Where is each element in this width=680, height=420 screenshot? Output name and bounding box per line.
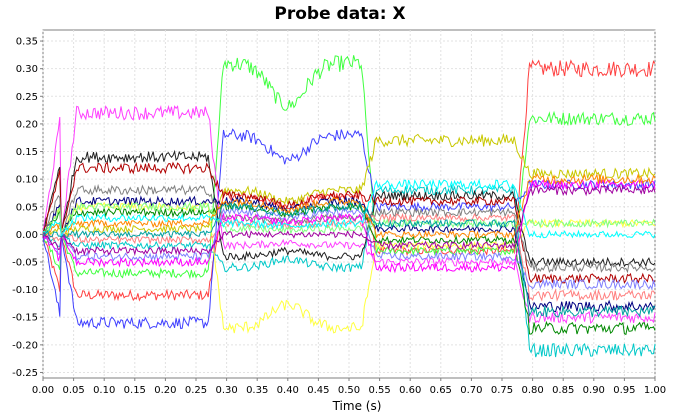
chart-title: Probe data: X: [274, 4, 405, 24]
y-tick-label: 0.35: [16, 37, 38, 48]
series-line-18: [42, 183, 656, 257]
series-line-5: [42, 183, 656, 358]
series-line-16: [42, 172, 656, 239]
x-tick-label: 0.50: [338, 385, 360, 396]
x-tick-label: 0.90: [583, 385, 605, 396]
y-tick-label: 0.25: [16, 92, 38, 103]
x-tick-label: 0.20: [154, 385, 176, 396]
x-tick-label: 0.85: [552, 385, 574, 396]
y-axis: 0.35 0.30 0.25 0.20 0.15 0.10 0.05 0.00 -0.05 -0.…: [12, 37, 43, 379]
y-tick-label: -0.10: [12, 285, 38, 296]
series-line-15: [42, 178, 656, 274]
y-tick-label: -0.20: [12, 340, 38, 351]
y-tick-label: 0.10: [16, 175, 38, 186]
x-tick-label: 0.30: [215, 385, 237, 396]
x-tick-label: 0.70: [460, 385, 482, 396]
series-line-17: [42, 178, 656, 239]
x-tick-label: 0.45: [307, 385, 329, 396]
series-line-8: [42, 161, 656, 285]
y-tick-label: 0.05: [16, 202, 38, 213]
x-tick-label: 1.00: [644, 385, 666, 396]
x-tick-label: 0.65: [430, 385, 452, 396]
series-line-13: [42, 201, 656, 236]
x-tick-label: 0.75: [491, 385, 513, 396]
y-tick-label: -0.25: [12, 368, 38, 379]
y-tick-label: 0.00: [16, 230, 38, 241]
series-line-12: [42, 212, 656, 302]
series-lines: [42, 55, 656, 358]
series-line-6: [43, 201, 656, 334]
x-tick-label: 0.05: [62, 385, 84, 396]
x-tick-label: 0.15: [124, 385, 146, 396]
x-tick-label: 0.95: [613, 385, 635, 396]
x-axis: 0.00 0.05 0.10 0.15 0.20 0.25 0.30 0.35 0.40 0.45…: [32, 378, 666, 396]
series-line-11: [42, 183, 656, 274]
x-tick-label: 0.60: [399, 385, 421, 396]
x-tick-label: 0.00: [32, 385, 54, 396]
series-line-19: [42, 201, 656, 318]
y-tick-label: 0.30: [16, 64, 38, 75]
x-tick-label: 0.40: [277, 385, 299, 396]
x-tick-label: 0.80: [521, 385, 543, 396]
series-line-1: [42, 55, 656, 280]
series-line-14: [42, 207, 656, 291]
y-tick-label: 0.20: [16, 119, 38, 130]
series-line-0: [42, 59, 656, 302]
x-tick-label: 0.35: [246, 385, 268, 396]
y-tick-label: -0.15: [12, 313, 38, 324]
y-tick-label: -0.05: [12, 258, 38, 269]
series-line-9: [42, 201, 656, 336]
x-tick-label: 0.25: [185, 385, 207, 396]
y-tick-label: 0.15: [16, 147, 38, 158]
x-tick-label: 0.10: [93, 385, 115, 396]
x-axis-title: Time (s): [332, 399, 382, 413]
series-line-7: [42, 149, 656, 268]
series-line-4: [42, 104, 656, 325]
x-tick-label: 0.55: [368, 385, 390, 396]
